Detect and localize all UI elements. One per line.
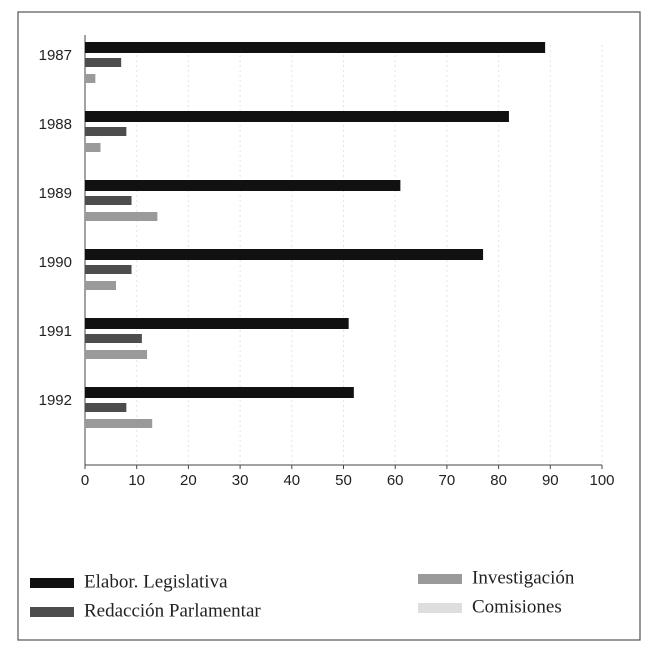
legend-swatch <box>30 578 74 588</box>
y-tick-label: 1989 <box>39 185 72 202</box>
bar <box>85 42 546 53</box>
bar <box>85 74 96 83</box>
x-tick-label: 50 <box>335 472 352 489</box>
y-tick-label: 1988 <box>39 116 72 133</box>
x-tick-label: 10 <box>128 472 145 489</box>
legend-label: Comisiones <box>472 596 562 617</box>
x-tick-label: 60 <box>387 472 404 489</box>
bar <box>85 58 122 67</box>
x-tick-label: 90 <box>542 472 559 489</box>
x-tick-label: 30 <box>232 472 249 489</box>
legend-swatch <box>418 574 462 584</box>
bar <box>85 281 117 290</box>
bar <box>85 318 349 329</box>
x-tick-label: 40 <box>283 472 300 489</box>
bar <box>85 249 484 260</box>
bar <box>85 127 127 136</box>
bar <box>85 111 509 122</box>
bar <box>85 350 148 359</box>
legend-swatch <box>418 603 462 613</box>
legend-label: Redacción Parlamentar <box>84 600 261 621</box>
legend-swatch <box>30 607 74 617</box>
x-tick-label: 80 <box>490 472 507 489</box>
x-tick-label: 20 <box>180 472 197 489</box>
bar <box>85 403 127 412</box>
y-tick-label: 1992 <box>39 392 72 409</box>
bar <box>85 143 101 152</box>
bar <box>85 387 354 398</box>
bar <box>85 419 153 428</box>
bar <box>85 212 158 221</box>
bar <box>85 334 142 343</box>
x-tick-label: 0 <box>81 472 89 489</box>
bar <box>85 196 132 205</box>
legend-label: Investigación <box>472 567 575 588</box>
y-tick-label: 1991 <box>39 323 72 340</box>
bar <box>85 180 401 191</box>
y-tick-label: 1990 <box>39 254 72 271</box>
bar <box>85 265 132 274</box>
legend-label: Elabor. Legislativa <box>84 571 228 592</box>
x-tick-label: 100 <box>589 472 614 489</box>
x-tick-label: 70 <box>439 472 456 489</box>
y-tick-label: 1987 <box>39 47 72 64</box>
